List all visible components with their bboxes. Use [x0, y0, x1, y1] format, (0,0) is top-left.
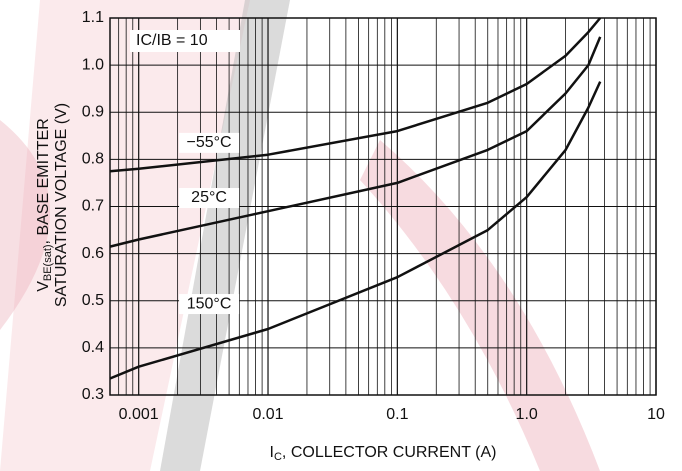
y-tick-label: 0.3 [82, 386, 104, 403]
y-tick-label: 0.9 [82, 103, 104, 120]
watermark [0, 0, 600, 471]
series-label-bg [179, 188, 240, 209]
series-line [109, 17, 602, 173]
series-line [109, 81, 602, 380]
y-tick-label: 0.5 [82, 292, 104, 309]
series-label: −55°C [187, 134, 232, 151]
series-label-bg [179, 294, 240, 315]
y-tick-label: 0.8 [82, 151, 104, 168]
plot-frame [109, 17, 657, 396]
y-tick-label: 0.6 [82, 245, 104, 262]
series-line [109, 36, 602, 248]
y-tick-label: 1.0 [82, 56, 104, 73]
x-label-rest: , COLLECTOR CURRENT (A) [282, 444, 497, 461]
x-tick-label: 0.1 [386, 406, 408, 423]
x-label-main: I [270, 444, 274, 461]
y-label-main: V [35, 281, 52, 292]
x-axis-label: IC, COLLECTOR CURRENT (A) [270, 444, 497, 463]
series-label: 25°C [191, 189, 227, 206]
y-label-rest: , BASE EMITTER [35, 118, 52, 244]
x-tick-label: 10 [647, 406, 665, 423]
y-label-sub: BE(sat) [42, 244, 54, 281]
x-tick-label: 0.001 [119, 406, 159, 423]
y-tick-label: 0.7 [82, 198, 104, 215]
y-axis-label-line2: SATURATION VOLTAGE (V) [53, 103, 70, 307]
x-tick-label: 0.01 [252, 406, 283, 423]
x-tick-label: 1.0 [516, 406, 538, 423]
y-tick-label: 1.1 [82, 9, 104, 26]
x-label-sub: C [274, 451, 282, 463]
annotation: IC/IB = 10 [136, 32, 208, 49]
series-label: 150°C [187, 295, 232, 312]
annotation-bg [130, 30, 240, 52]
y-axis-label: VBE(sat), BASE EMITTER [35, 118, 54, 292]
series-label-bg [179, 132, 240, 153]
y-tick-label: 0.4 [82, 339, 104, 356]
